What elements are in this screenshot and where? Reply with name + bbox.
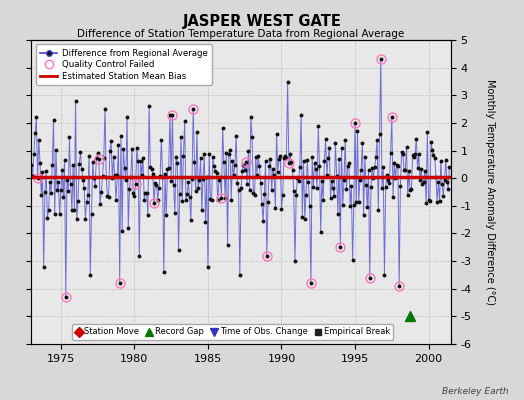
Text: Berkeley Earth: Berkeley Earth [442, 387, 508, 396]
Text: JASPER WEST GATE: JASPER WEST GATE [182, 14, 342, 29]
Legend: Station Move, Record Gap, Time of Obs. Change, Empirical Break: Station Move, Record Gap, Time of Obs. C… [72, 324, 394, 340]
Y-axis label: Monthly Temperature Anomaly Difference (°C): Monthly Temperature Anomaly Difference (… [485, 79, 495, 305]
Title: Difference of Station Temperature Data from Regional Average: Difference of Station Temperature Data f… [78, 29, 405, 39]
